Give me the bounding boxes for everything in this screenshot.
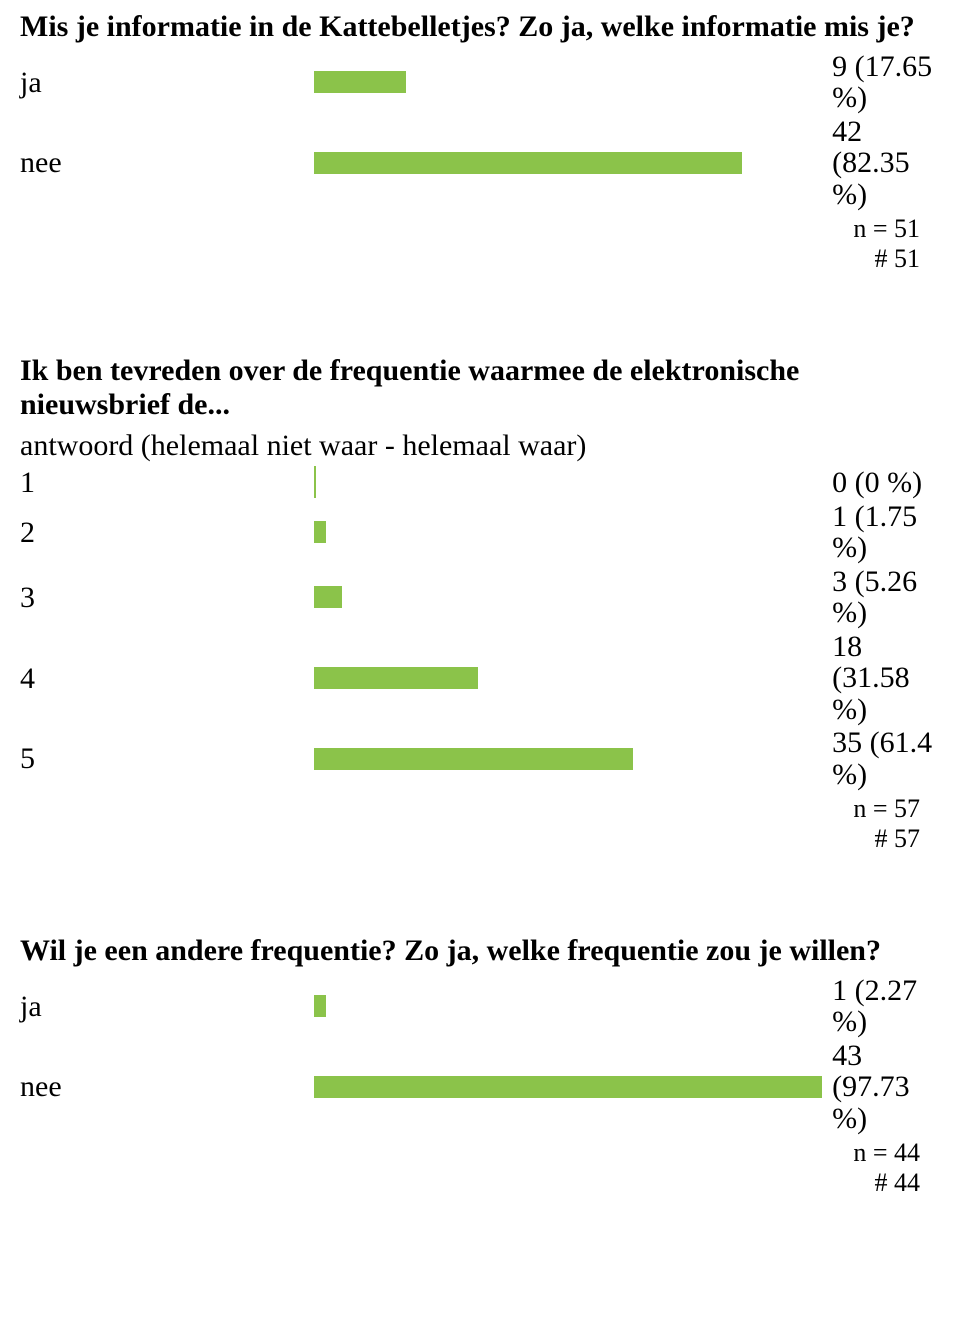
answer-value: 1 (2.27 %) [824, 975, 940, 1038]
answer-label: ja [20, 66, 314, 99]
value-line2: %) [832, 81, 867, 114]
answer-value: 42 (82.35 %) [824, 116, 940, 211]
bar [314, 995, 326, 1017]
bar [314, 1076, 822, 1098]
answer-value: 18 (31.58 %) [824, 631, 940, 726]
value-line2: %) [832, 1005, 867, 1038]
answer-row: 5 35 (61.4 %) [20, 727, 940, 790]
answer-value: 1 (1.75 %) [824, 501, 940, 564]
value-line1: 42 (82.35 [832, 115, 910, 180]
value-line2: %) [832, 1102, 867, 1135]
value-line1: 1 (2.27 [832, 974, 917, 1007]
stats-n: n = 51 [853, 214, 920, 243]
stats-hash: # 51 [875, 244, 921, 273]
answer-label: 4 [20, 662, 314, 695]
bar-container [314, 152, 824, 174]
answer-label: ja [20, 990, 314, 1023]
question-block-3: Wil je een andere frequentie? Zo ja, wel… [20, 934, 940, 1198]
value-line2: %) [832, 178, 867, 211]
stats-hash: # 57 [875, 824, 921, 853]
bar-container [314, 748, 824, 770]
answer-label: 5 [20, 742, 314, 775]
stats-n: n = 57 [853, 794, 920, 823]
question-subtitle: antwoord (helemaal niet waar - helemaal … [20, 429, 940, 462]
bar [314, 152, 742, 174]
answer-row: nee 42 (82.35 %) [20, 116, 940, 211]
value-line1: 43 (97.73 [832, 1039, 910, 1104]
bar [314, 586, 341, 608]
bar-tick [314, 466, 316, 498]
question-block-2: Ik ben tevreden over de frequentie waarm… [20, 354, 940, 854]
answer-row: nee 43 (97.73 %) [20, 1040, 940, 1135]
bar [314, 748, 633, 770]
answer-label: nee [20, 1070, 314, 1103]
answer-label: 1 [20, 466, 314, 499]
bar-container [314, 586, 824, 608]
bar-container [314, 1076, 824, 1098]
answer-row: 4 18 (31.58 %) [20, 631, 940, 726]
stats: n = 57 # 57 [20, 794, 940, 854]
bar [314, 667, 478, 689]
answer-row: 2 1 (1.75 %) [20, 501, 940, 564]
bar [314, 521, 326, 543]
bar-container [314, 71, 824, 93]
stats: n = 51 # 51 [20, 214, 940, 274]
value-line2: %) [832, 693, 867, 726]
bar-container [314, 995, 824, 1017]
stats-n: n = 44 [853, 1138, 920, 1167]
answer-row: 1 0 (0 %) [20, 466, 940, 499]
value-line1: 18 (31.58 [832, 630, 910, 695]
answer-label: nee [20, 146, 314, 179]
answer-value: 9 (17.65 %) [824, 51, 940, 114]
bar [314, 71, 406, 93]
answer-row: ja 9 (17.65 %) [20, 51, 940, 114]
stats-hash: # 44 [875, 1168, 921, 1197]
answer-value: 35 (61.4 %) [824, 727, 940, 790]
answer-label: 3 [20, 581, 314, 614]
answer-value: 0 (0 %) [824, 467, 940, 499]
answer-value: 3 (5.26 %) [824, 566, 940, 629]
bar-container [314, 466, 824, 498]
value-line1: 9 (17.65 [832, 50, 932, 83]
question-block-1: Mis je informatie in de Kattebelletjes? … [20, 10, 940, 274]
question-title: Mis je informatie in de Kattebelletjes? … [20, 10, 940, 45]
question-title: Wil je een andere frequentie? Zo ja, wel… [20, 934, 940, 969]
stats: n = 44 # 44 [20, 1138, 940, 1198]
answer-row: 3 3 (5.26 %) [20, 566, 940, 629]
answer-row: ja 1 (2.27 %) [20, 975, 940, 1038]
bar-container [314, 521, 824, 543]
question-title: Ik ben tevreden over de frequentie waarm… [20, 354, 940, 423]
bar-container [314, 667, 824, 689]
answer-value: 43 (97.73 %) [824, 1040, 940, 1135]
answer-label: 2 [20, 516, 314, 549]
